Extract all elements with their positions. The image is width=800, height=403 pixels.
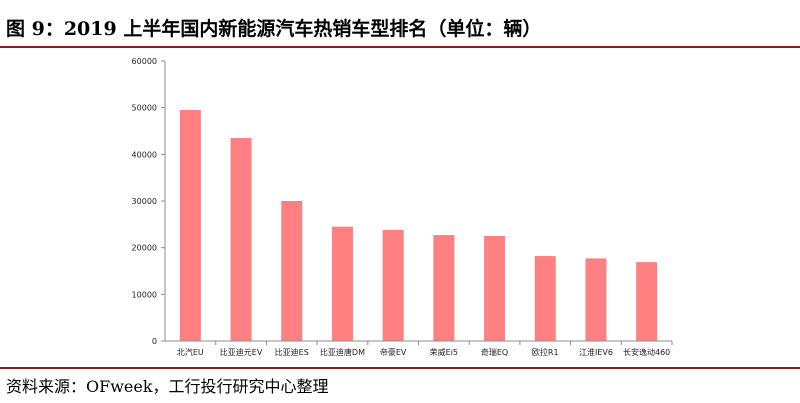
x-category-label: 奇瑞EQ [481, 347, 508, 357]
x-category-label: 江淮IEV6 [579, 347, 613, 357]
y-axis: 0 10000 20000 30000 40000 50000 60000 [132, 57, 166, 346]
bar [179, 110, 201, 341]
x-category-label: 荣威Ei5 [430, 347, 458, 357]
x-category-label: 长安逸动460 [623, 347, 670, 357]
bar [585, 258, 607, 341]
bar [433, 235, 455, 341]
y-tick-label: 40000 [132, 150, 157, 159]
y-tick-label: 0 [152, 337, 157, 346]
x-category-label: 比亚迪唐DM [320, 347, 365, 357]
bar [281, 201, 303, 341]
x-category-label: 帝豪EV [380, 347, 407, 357]
y-tick-label: 20000 [132, 244, 157, 253]
bars [179, 110, 658, 341]
x-category-label: 欧拉R1 [532, 347, 559, 357]
y-tick-label: 60000 [132, 57, 157, 66]
bottom-rule [0, 367, 800, 369]
y-tick-label: 30000 [132, 197, 157, 206]
bar [484, 236, 506, 341]
y-tick-label: 10000 [132, 290, 157, 299]
source-note: 资料来源：OFweek，工行投行研究中心整理 [6, 377, 329, 396]
bar [331, 226, 353, 341]
x-axis: 北汽EU 比亚迪元EV 比亚迪ES 比亚迪唐DM 帝豪EV 荣威Ei5 奇瑞EQ 欧拉R1 江淮… [165, 340, 673, 357]
bar [636, 262, 658, 341]
bar [534, 256, 556, 341]
x-category-label: 北汽EU [177, 347, 204, 357]
x-category-label: 比亚迪ES [275, 347, 309, 357]
bar [382, 229, 404, 341]
x-category-label: 比亚迪元EV [220, 347, 263, 357]
bar [230, 138, 252, 341]
figure-title: 图 9：2019 上半年国内新能源汽车热销车型排名（单位：辆） [6, 18, 542, 40]
top-rule [0, 46, 800, 48]
y-tick-label: 50000 [132, 104, 157, 113]
